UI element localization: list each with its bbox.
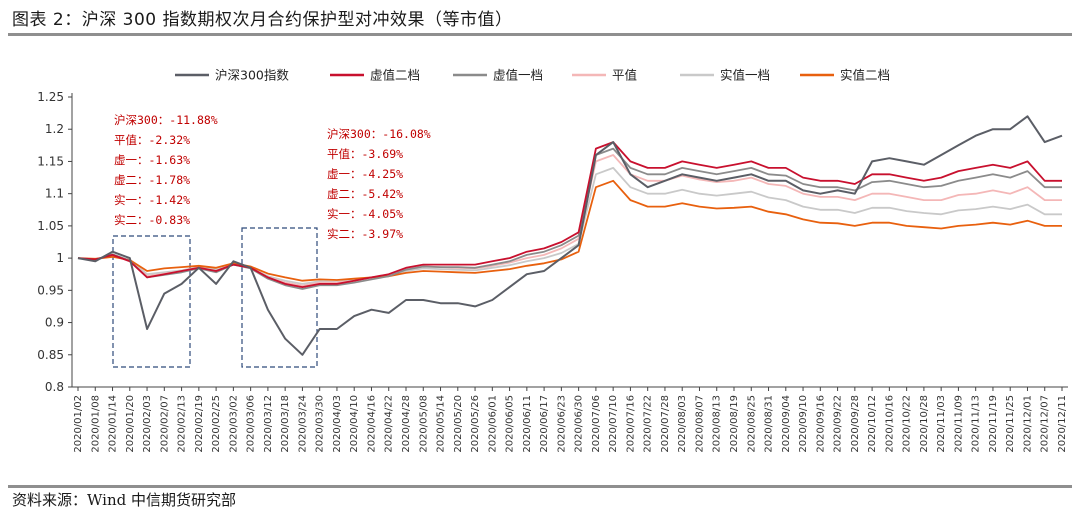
- y-tick-label: 1.25: [37, 90, 64, 104]
- y-tick-label: 1.15: [37, 154, 64, 168]
- x-tick-label: 2020/05/08: [418, 395, 429, 453]
- x-tick-label: 2020/11/09: [953, 395, 964, 453]
- annotation-2-line: 平值：-3.69%: [327, 147, 403, 161]
- top-rule: [8, 33, 1072, 36]
- x-tick-label: 2020/11/13: [971, 395, 982, 453]
- annotation-2-line: 实二：-3.97%: [327, 227, 403, 241]
- annotation-1-line: 虚一：-1.63%: [114, 153, 190, 167]
- x-tick-label: 2020/09/16: [815, 395, 826, 453]
- legend-label-2: 虚值二档: [370, 68, 420, 83]
- x-tick-label: 2020/09/28: [850, 395, 861, 453]
- bottom-rule: [8, 485, 1072, 488]
- x-tick-label: 2020/11/03: [936, 395, 947, 453]
- x-tick-label: 2020/01/02: [73, 395, 84, 453]
- x-tick-label: 2020/07/06: [591, 395, 602, 453]
- x-tick-label: 2020/09/04: [781, 395, 792, 453]
- x-tick-label: 2020/06/17: [539, 395, 550, 453]
- annotation-2-line: 虚一：-4.25%: [327, 167, 403, 181]
- x-tick-label: 2020/11/25: [1005, 395, 1016, 453]
- y-tick-label: 0.8: [45, 380, 64, 394]
- x-tick-label: 2020/02/19: [194, 395, 205, 453]
- x-tick-label: 2020/12/07: [1040, 395, 1051, 453]
- drawdown-box-2: [241, 227, 318, 368]
- y-tick-label: 1: [56, 251, 64, 265]
- x-tick-label: 2020/04/22: [384, 395, 395, 453]
- legend-label-5: 实值一档: [720, 68, 770, 83]
- x-tick-label: 2020/03/24: [297, 395, 308, 453]
- x-tick-label: 2020/06/23: [556, 395, 567, 453]
- annotation-1-line: 沪深300：-11.88%: [114, 113, 218, 127]
- annotation-1-line: 实二：-0.83%: [114, 213, 190, 227]
- legend-label-4: 平值: [612, 68, 637, 83]
- x-tick-label: 2020/06/01: [487, 395, 498, 453]
- series-line-2: [77, 141, 1062, 289]
- x-tick-label: 2020/03/18: [280, 395, 291, 453]
- x-tick-label: 2020/04/28: [401, 395, 412, 453]
- x-tick-label: 2020/10/12: [867, 395, 878, 453]
- x-tick-label: 2020/01/14: [108, 395, 119, 453]
- legend-label-3: 虚值一档: [493, 68, 543, 83]
- x-tick-label: 2020/11/19: [988, 395, 999, 453]
- annotation-2-line: 虚二：-5.42%: [327, 187, 403, 201]
- x-tick-label: 2020/01/20: [125, 395, 136, 453]
- x-tick-label: 2020/03/06: [246, 395, 257, 453]
- source-note: 资料来源：Wind 中信期货研究部: [12, 491, 236, 509]
- x-tick-label: 2020/05/14: [436, 395, 447, 453]
- series-line-6: [77, 179, 1062, 282]
- series-line-1: [77, 115, 1063, 356]
- y-tick-label: 0.9: [45, 316, 64, 330]
- y-tick-label: 1.05: [37, 219, 64, 233]
- x-tick-label: 2020/06/05: [505, 395, 516, 453]
- x-tick-label: 2020/03/02: [228, 395, 239, 453]
- x-tick-label: 2020/05/26: [470, 395, 481, 453]
- x-tick-label: 2020/07/16: [625, 395, 636, 453]
- x-tick-label: 2020/03/12: [263, 395, 274, 453]
- x-tick-label: 2020/08/19: [729, 395, 740, 453]
- legend-label-1: 沪深300指数: [215, 68, 289, 83]
- annotation-2-line: 实一：-4.05%: [327, 207, 403, 221]
- annotation-1-line: 平值：-2.32%: [114, 133, 190, 147]
- x-tick-label: 2020/04/03: [332, 395, 343, 453]
- legend-label-6: 实值二档: [840, 68, 890, 83]
- x-tick-label: 2020/10/22: [902, 395, 913, 453]
- x-tick-label: 2020/06/11: [522, 395, 533, 453]
- x-tick-label: 2020/10/16: [884, 395, 895, 453]
- x-tick-label: 2020/12/11: [1057, 395, 1068, 453]
- x-tick-label: 2020/08/25: [746, 395, 757, 453]
- x-tick-label: 2020/08/07: [694, 395, 705, 453]
- x-tick-label: 2020/02/13: [177, 395, 188, 453]
- x-tick-label: 2020/02/03: [142, 395, 153, 453]
- x-tick-label: 2020/07/22: [643, 395, 654, 453]
- x-tick-label: 2020/06/30: [574, 395, 585, 453]
- x-tick-label: 2020/02/07: [159, 395, 170, 453]
- x-tick-label: 2020/05/20: [453, 395, 464, 453]
- x-tick-label: 2020/09/22: [833, 395, 844, 453]
- x-tick-label: 2020/10/28: [919, 395, 930, 453]
- y-tick-label: 0.95: [37, 283, 64, 297]
- x-tick-label: 2020/12/01: [1022, 395, 1033, 453]
- x-tick-label: 2020/04/16: [366, 395, 377, 453]
- annotation-2-line: 沪深300：-16.08%: [327, 127, 431, 141]
- y-tick-label: 0.85: [37, 348, 64, 362]
- x-tick-label: 2020/08/31: [764, 395, 775, 453]
- x-tick-label: 2020/02/25: [211, 395, 222, 453]
- chart-title: 图表 2：沪深 300 指数期权次月合约保护型对冲效果（等市值）: [12, 10, 513, 30]
- x-tick-label: 2020/01/08: [90, 395, 101, 453]
- y-tick-label: 1.1: [45, 187, 64, 201]
- y-tick-label: 1.2: [45, 122, 64, 136]
- annotation-1-line: 实一：-1.42%: [114, 193, 190, 207]
- x-tick-label: 2020/03/30: [315, 395, 326, 453]
- annotation-1-line: 虚二：-1.78%: [114, 173, 190, 187]
- x-tick-label: 2020/08/13: [712, 395, 723, 453]
- x-tick-label: 2020/07/10: [608, 395, 619, 453]
- x-tick-label: 2020/08/03: [677, 395, 688, 453]
- x-tick-label: 2020/09/10: [798, 395, 809, 453]
- x-tick-label: 2020/04/10: [349, 395, 360, 453]
- x-tick-label: 2020/07/28: [660, 395, 671, 453]
